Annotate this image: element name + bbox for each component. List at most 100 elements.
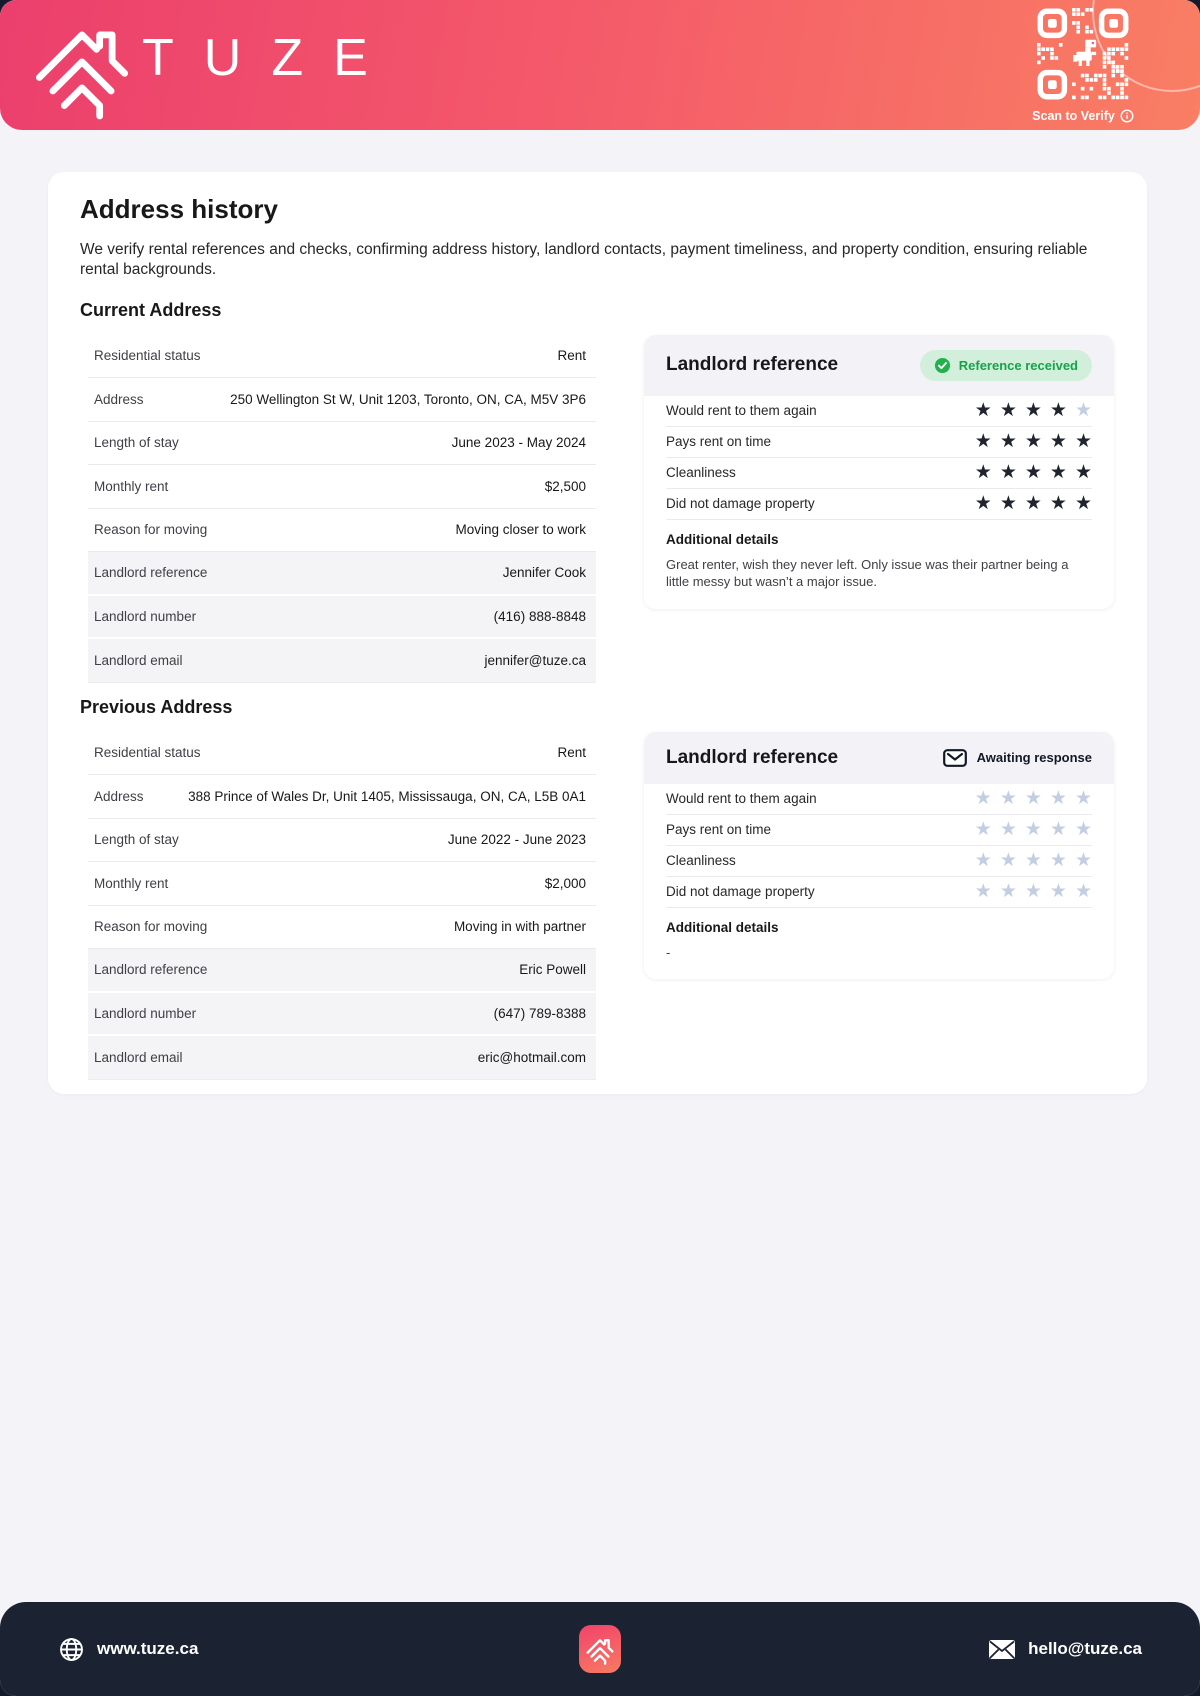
star-empty-icon: ★ (1074, 788, 1092, 810)
star-rating: ★ ★ ★ ★ ★ (975, 851, 1092, 870)
row-label: Landlord number (94, 608, 197, 624)
page-title: Address history (80, 194, 278, 224)
status-badge-label: Awaiting response (976, 750, 1092, 766)
rating-label: Pays rent on time (666, 434, 772, 450)
row-value: June 2022 - June 2023 (447, 832, 586, 848)
row-value: (647) 789-8388 (493, 1005, 586, 1021)
row-label: Address (94, 788, 144, 804)
table-row: Address 250 Wellington St W, Unit 1203, … (88, 378, 596, 422)
row-label: Landlord reference (94, 565, 208, 581)
email-link[interactable]: hello@tuze.ca (988, 1639, 1142, 1660)
star-filled-icon: ★ (974, 400, 992, 422)
additional-details-heading: Additional details (666, 531, 779, 547)
section-heading: Previous Address (80, 696, 233, 717)
landlord-reference-card: Landlord reference Reference received Wo (644, 334, 1114, 609)
row-value: June 2023 - May 2024 (451, 435, 586, 451)
star-empty-icon: ★ (1074, 850, 1092, 872)
globe-icon (60, 1637, 83, 1661)
table-row: Reason for moving Moving closer to work (88, 509, 596, 553)
star-rating: ★ ★ ★ ★ ★ (975, 463, 1092, 482)
row-value: Eric Powell (519, 962, 586, 978)
website-link[interactable]: www.tuze.ca (58, 1636, 198, 1663)
rating-row: Did not damage property ★ ★ ★ ★ ★ (666, 489, 1092, 520)
report-card: Address history We verify rental referen… (48, 172, 1147, 1094)
table-row: Address 388 Prince of Wales Dr, Unit 140… (88, 775, 596, 819)
star-rating: ★ ★ ★ ★ ★ (975, 494, 1092, 513)
landlord-reference-card: Landlord reference Awaiting response Wou (644, 731, 1114, 980)
qr-code (1037, 8, 1129, 100)
info-circle-icon (1120, 109, 1134, 123)
rating-label: Cleanliness (666, 853, 736, 869)
row-label: Landlord email (94, 1049, 183, 1065)
row-label: Residential status (94, 745, 201, 761)
table-row: Residential status Rent (88, 732, 596, 776)
star-filled-icon: ★ (1074, 493, 1092, 515)
row-label: Monthly rent (94, 875, 169, 891)
rating-row: Would rent to them again ★ ★ ★ ★ ★ (666, 784, 1092, 815)
website-label: www.tuze.ca (97, 1639, 199, 1658)
star-rating: ★ ★ ★ ★ ★ (975, 401, 1092, 420)
row-label: Reason for moving (94, 522, 208, 538)
table-row: Landlord email eric@hotmail.com (88, 1036, 596, 1080)
row-label: Landlord number (94, 1005, 197, 1021)
star-filled-icon: ★ (974, 431, 992, 453)
row-value: (416) 888-8848 (493, 608, 586, 624)
rating-list: Would rent to them again ★ ★ ★ ★ ★ Pays rent… (644, 396, 1114, 520)
star-filled-icon: ★ (999, 493, 1017, 515)
page-description: We verify rental references and checks, … (80, 241, 1088, 278)
star-rating: ★ ★ ★ ★ ★ (975, 882, 1092, 901)
status-badge: Awaiting response (942, 748, 1092, 767)
star-empty-icon: ★ (1024, 788, 1042, 810)
rating-label: Would rent to them again (666, 403, 817, 419)
star-empty-icon: ★ (1049, 788, 1067, 810)
rating-row: Cleanliness ★ ★ ★ ★ ★ (666, 458, 1092, 489)
star-empty-icon: ★ (974, 881, 992, 903)
row-label: Length of stay (94, 832, 179, 848)
star-empty-icon: ★ (1049, 850, 1067, 872)
previous-address-section: Previous Address Residential status Rent… (80, 697, 1115, 1080)
star-filled-icon: ★ (999, 462, 1017, 484)
rating-label: Cleanliness (666, 465, 736, 481)
additional-details-text: Great renter, wish they never left. Only… (666, 556, 1069, 590)
reference-card-title: Landlord reference (666, 746, 839, 768)
table-row: Monthly rent $2,000 (88, 862, 596, 906)
star-filled-icon: ★ (974, 493, 992, 515)
star-filled-icon: ★ (1049, 400, 1067, 422)
row-value: Rent (557, 745, 586, 761)
row-value: $2,500 (544, 478, 586, 494)
row-value: Moving closer to work (455, 522, 586, 538)
star-empty-icon: ★ (1024, 850, 1042, 872)
star-empty-icon: ★ (1074, 819, 1092, 841)
table-row: Residential status Rent (88, 335, 596, 379)
star-empty-icon: ★ (1049, 881, 1067, 903)
row-value: 250 Wellington St W, Unit 1203, Toronto,… (230, 391, 586, 407)
scan-label-text: Scan to Verify (1032, 109, 1115, 123)
current-address-section: Current Address Residential status Rent … (80, 300, 1115, 683)
dino-icon (1073, 39, 1097, 67)
section-heading: Current Address (80, 299, 222, 320)
star-empty-icon: ★ (974, 788, 992, 810)
star-rating: ★ ★ ★ ★ ★ (975, 820, 1092, 839)
star-filled-icon: ★ (1074, 431, 1092, 453)
row-label: Reason for moving (94, 919, 208, 935)
rating-label: Did not damage property (666, 496, 815, 512)
table-row: Landlord number (416) 888-8848 (88, 595, 596, 640)
row-value: Jennifer Cook (502, 565, 586, 581)
email-label: hello@tuze.ca (1028, 1639, 1142, 1658)
header-banner: TUZE (0, 0, 1200, 130)
star-filled-icon: ★ (1049, 493, 1067, 515)
row-label: Residential status (94, 348, 201, 364)
brand-wordmark: TUZE (142, 29, 398, 87)
scan-to-verify-label: Scan to Verify (1028, 109, 1138, 123)
row-value: 388 Prince of Wales Dr, Unit 1405, Missi… (188, 788, 586, 804)
tuze-house-logo-icon (30, 10, 134, 125)
footer-bar: www.tuze.ca hello@tuze.ca (0, 1602, 1200, 1696)
star-empty-icon: ★ (974, 819, 992, 841)
reference-card-title: Landlord reference (666, 354, 839, 376)
row-value: Rent (557, 348, 586, 364)
rating-row: Pays rent on time ★ ★ ★ ★ ★ (666, 427, 1092, 458)
table-row: Length of stay June 2023 - May 2024 (88, 422, 596, 466)
address-info-table: Residential status Rent Address 250 Well… (88, 335, 596, 683)
mail-icon (989, 1639, 1016, 1659)
